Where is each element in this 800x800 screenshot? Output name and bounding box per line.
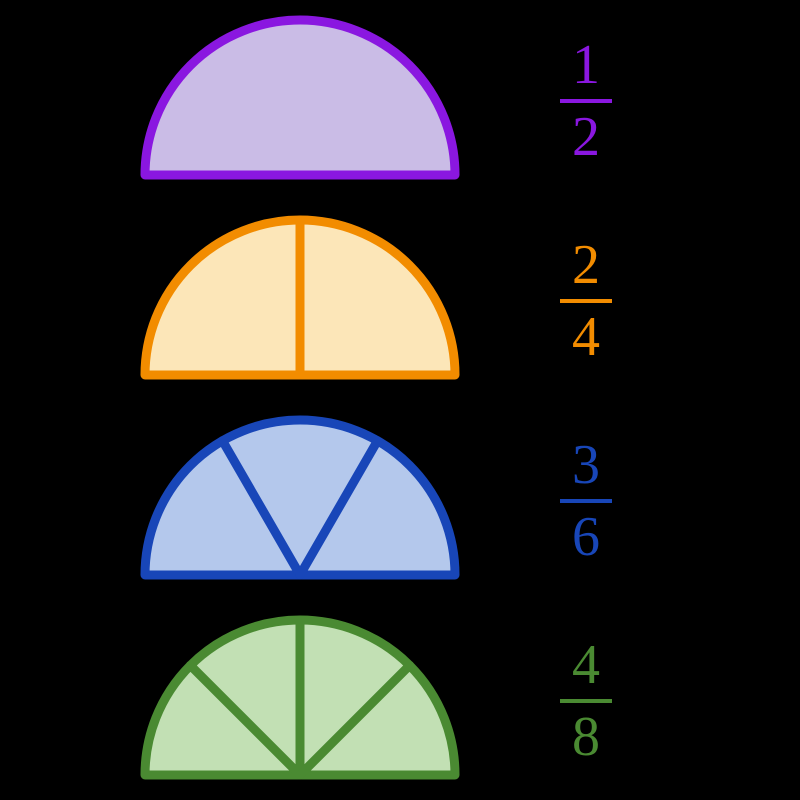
- fraction-numerator: 1: [566, 35, 606, 95]
- fraction-bar: [560, 299, 612, 303]
- fraction-denominator: 4: [566, 307, 606, 367]
- fraction-bar: [560, 699, 612, 703]
- semicircle-half: [136, 11, 464, 184]
- fraction-bar: [560, 499, 612, 503]
- fraction-denominator: 2: [566, 107, 606, 167]
- fraction-sixths: 36: [560, 435, 612, 567]
- semicircle-wrap-half: [136, 11, 464, 189]
- fraction-numerator: 3: [566, 435, 606, 495]
- semicircle-wrap-eighths: [136, 611, 464, 789]
- fraction-half: 12: [560, 35, 612, 167]
- fraction-denominator: 8: [566, 707, 606, 767]
- fraction-bar: [560, 99, 612, 103]
- semicircle-eighths: [136, 611, 464, 784]
- semicircle-wrap-quarters: [136, 211, 464, 389]
- equivalent-fractions-diagram: 12243648: [0, 0, 800, 800]
- fraction-quarters: 24: [560, 235, 612, 367]
- fraction-denominator: 6: [566, 507, 606, 567]
- fraction-numerator: 4: [566, 635, 606, 695]
- fraction-numerator: 2: [566, 235, 606, 295]
- semicircle-quarters: [136, 211, 464, 384]
- semicircle-wrap-sixths: [136, 411, 464, 589]
- semicircle-sixths: [136, 411, 464, 584]
- fraction-eighths: 48: [560, 635, 612, 767]
